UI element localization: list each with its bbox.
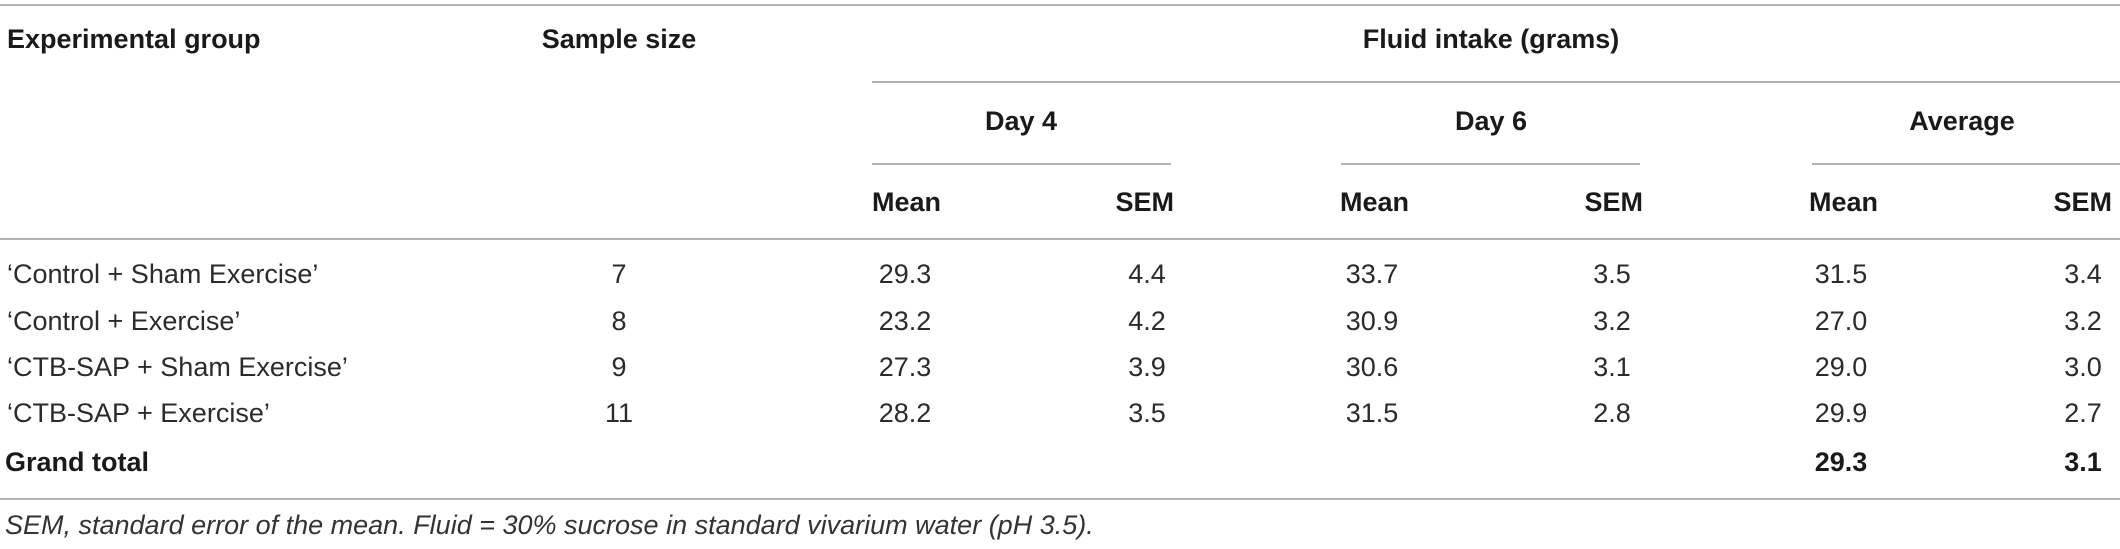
header-cell: Mean [1340,187,1409,217]
table-body: ‘Control + Sham Exercise’ 7 29.3 4.4 33.7 3.5… [7,259,2102,428]
value-cell: 7 [611,259,626,289]
value-cell: 8 [611,306,626,336]
value-cell: 31.5 [1346,398,1399,428]
group-cell: ‘Control + Exercise’ [7,306,240,336]
value-cell: 33.7 [1346,259,1399,289]
header-cell: SEM [1115,187,1174,217]
value-cell: 27.0 [1815,306,1868,336]
value-cell: 2.8 [1593,398,1631,428]
total-cell: 29.3 [1815,447,1868,477]
value-cell: 31.5 [1815,259,1868,289]
value-cell: 29.9 [1815,398,1868,428]
value-cell: 4.2 [1128,306,1166,336]
header-cell: Experimental group [7,24,261,54]
value-cell: 4.4 [1128,259,1166,289]
value-cell: 3.0 [2064,352,2102,382]
value-cell: 9 [611,352,626,382]
footnote: SEM, standard error of the mean. Fluid =… [5,510,1094,540]
value-cell: 3.5 [1593,259,1631,289]
value-cell: 3.4 [2064,259,2102,289]
header-cell: Day 4 [985,106,1057,136]
header-cell: Mean [872,187,941,217]
header-cell: Average [1909,106,2015,136]
group-cell: ‘CTB-SAP + Sham Exercise’ [7,352,348,382]
value-cell: 29.0 [1815,352,1868,382]
value-cell: 23.2 [879,306,932,336]
total-cell: 3.1 [2064,447,2102,477]
value-cell: 3.2 [1593,306,1631,336]
value-cell: 29.3 [879,259,932,289]
value-cell: 30.9 [1346,306,1399,336]
value-cell: 3.9 [1128,352,1166,382]
group-cell: ‘Control + Sham Exercise’ [7,259,318,289]
header-cell: SEM [1584,187,1643,217]
header-cell: Sample size [542,24,697,54]
value-cell: 27.3 [879,352,932,382]
header-cell: Fluid intake (grams) [1363,24,1620,54]
value-cell: 30.6 [1346,352,1399,382]
header-cell: SEM [2053,187,2112,217]
header-cell: Mean [1809,187,1878,217]
value-cell: 28.2 [879,398,932,428]
header-cell: Day 6 [1455,106,1527,136]
total-label: Grand total [5,447,149,477]
value-cell: 3.2 [2064,306,2102,336]
value-cell: 2.7 [2064,398,2102,428]
value-cell: 3.5 [1128,398,1166,428]
value-cell: 11 [605,398,633,428]
group-cell: ‘CTB-SAP + Exercise’ [7,398,270,428]
value-cell: 3.1 [1593,352,1631,382]
